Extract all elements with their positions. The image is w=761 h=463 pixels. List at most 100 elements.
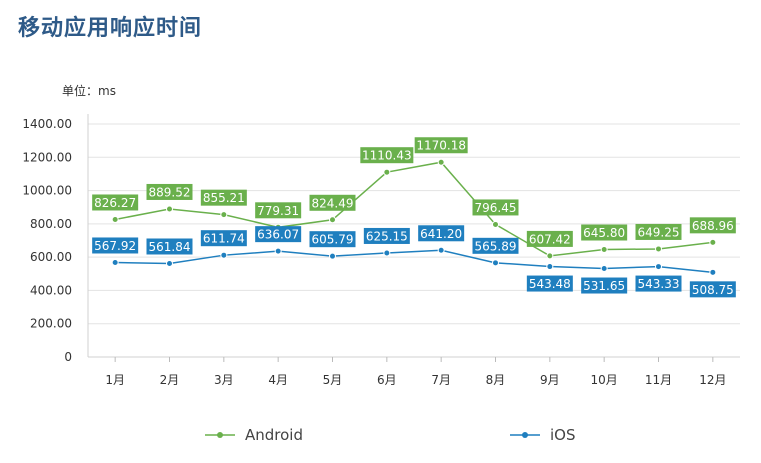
legend-label-ios: iOS [550,426,576,444]
x-tick-label: 3月 [214,373,234,387]
data-point-android [329,216,336,224]
data-label-box [255,226,302,243]
data-label-box [363,227,410,244]
data-label-box [689,281,736,298]
data-label: 607.42 [529,232,571,246]
y-tick-label: 800.00 [30,217,72,231]
data-label-box [689,217,736,234]
data-label: 889.52 [149,185,191,199]
x-tick-label: 11月 [645,373,672,387]
data-point-android [600,246,608,254]
data-point-ios [437,246,445,254]
data-label: 1170.18 [416,139,466,153]
data-label: 543.33 [638,277,680,291]
data-label-box [309,231,356,248]
data-label-box [581,224,628,241]
data-label-box [418,225,465,242]
x-tick-label: 12月 [699,373,726,387]
data-point-ios [274,247,282,255]
data-point-ios [220,251,228,259]
data-point-ios [655,263,662,271]
data-label: 826.27 [94,196,136,210]
x-tick-label: 6月 [377,373,397,387]
data-point-ios [709,268,717,276]
data-label: 605.79 [312,233,354,247]
x-tick-label: 5月 [323,373,343,387]
data-point-ios [546,263,554,271]
data-label-box [635,275,682,292]
data-label-box [92,194,139,211]
data-point-android [437,158,445,166]
data-label: 531.65 [583,279,625,293]
series-line-ios [115,249,713,274]
legend-marker [217,432,223,438]
data-label: 625.15 [366,229,408,243]
data-label: 636.07 [257,228,299,242]
data-label: 611.74 [203,232,245,246]
data-point-ios [600,265,608,273]
data-label-box [526,230,573,247]
data-label-box [635,223,682,240]
y-tick-label: 0 [64,350,72,364]
data-label-box [526,275,573,292]
data-point-android [166,205,173,213]
data-label: 543.48 [529,277,571,291]
x-tick-label: 9月 [540,373,560,387]
data-label: 779.31 [257,204,299,218]
data-label: 688.96 [692,219,734,233]
x-tick-label: 1月 [105,373,125,387]
data-label-box [309,194,356,211]
data-label: 1110.43 [362,149,412,163]
data-point-ios [329,252,336,260]
unit-label: 单位：ms [62,84,116,98]
data-label: 855.21 [203,191,245,205]
data-point-ios [166,259,173,267]
data-label-box [255,202,302,219]
x-tick-label: 10月 [591,373,618,387]
y-tick-label: 200.00 [30,317,72,331]
data-label-box [472,199,519,216]
data-point-android [655,245,662,253]
data-label: 508.75 [692,283,734,297]
data-label-box [200,230,247,247]
x-tick-label: 4月 [268,373,288,387]
data-label-box [360,147,414,164]
data-label: 824.49 [312,196,354,210]
data-label-box [414,137,468,154]
data-label-box [146,238,193,255]
legend-label-android: Android [245,426,303,444]
data-point-ios [492,259,499,267]
data-point-android [492,220,499,228]
data-point-ios [111,258,119,266]
y-tick-label: 600.00 [30,250,72,264]
data-point-android [111,215,119,223]
series-line-android [115,161,713,257]
data-point-android [220,211,228,219]
data-point-android [383,168,391,176]
data-point-android [709,238,717,246]
y-tick-label: 1200.00 [22,150,72,164]
data-label-box [472,237,519,254]
data-label-box [146,183,193,200]
y-tick-label: 1000.00 [22,184,72,198]
data-label-box [92,237,139,254]
data-label: 649.25 [638,225,680,239]
data-label: 645.80 [583,226,625,240]
data-label: 561.84 [149,240,191,254]
data-label-box [581,277,628,294]
x-tick-label: 7月 [431,373,451,387]
x-tick-label: 2月 [160,373,180,387]
chart-title: 移动应用响应时间 [18,16,203,41]
data-label: 796.45 [475,201,517,215]
data-label: 641.20 [420,227,462,241]
x-tick-label: 8月 [486,373,506,387]
data-point-ios [383,249,391,257]
data-label: 567.92 [94,239,136,253]
y-tick-label: 400.00 [30,283,72,297]
data-point-android [546,252,554,260]
legend-marker [522,432,528,438]
data-label: 565.89 [475,239,517,253]
y-tick-label: 1400.00 [22,117,72,131]
data-label-box [200,189,247,206]
